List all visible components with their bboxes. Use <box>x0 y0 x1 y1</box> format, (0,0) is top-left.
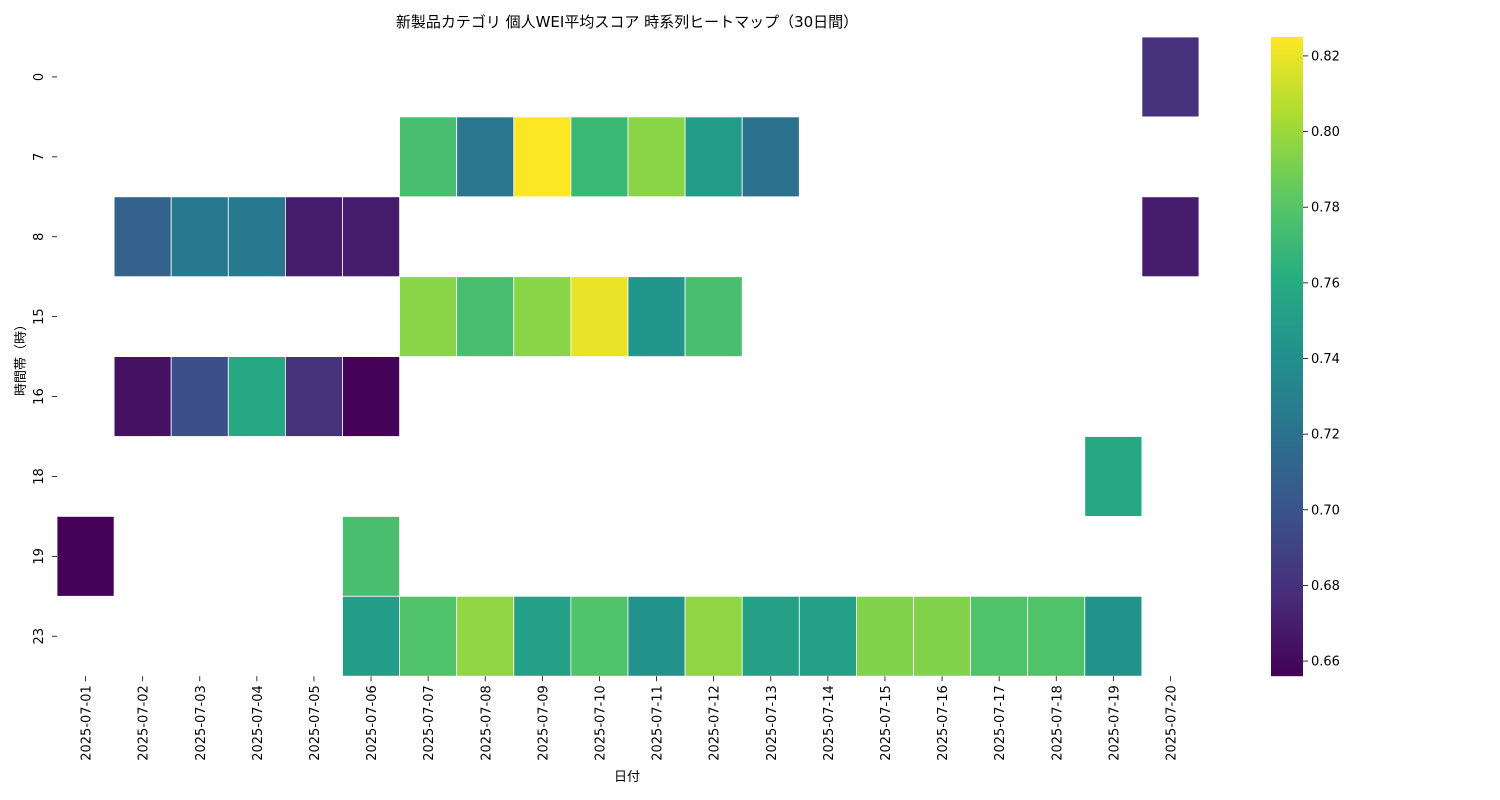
x-tick-label: 2025-07-11 <box>651 685 666 761</box>
heatmap-cell <box>342 595 400 677</box>
x-tick-label: 2025-07-02 <box>137 685 152 761</box>
heatmap-cell <box>284 196 343 278</box>
x-tick-label: 2025-07-15 <box>879 685 894 761</box>
heatmap-cell <box>284 356 343 437</box>
heatmap-cell <box>399 595 458 677</box>
heatmap-cell <box>399 116 458 198</box>
y-axis-title: 時間帯（時） <box>14 318 29 396</box>
heatmap-cell <box>227 196 286 278</box>
heatmap-cell <box>113 196 172 278</box>
y-tick-label: 16 <box>32 388 47 405</box>
x-tick-label: 2025-07-13 <box>765 685 780 761</box>
x-tick-label: 2025-07-19 <box>1107 685 1122 761</box>
x-tick-label: 2025-07-14 <box>822 685 837 761</box>
colorbar-tick-label: 0.76 <box>1311 276 1340 291</box>
heatmap-cell <box>513 116 572 198</box>
heatmap-cell <box>56 516 115 597</box>
chart-title: 新製品カテゴリ 個人WEI平均スコア 時系列ヒートマップ（30日間） <box>396 13 858 31</box>
heatmap-cell <box>456 276 515 358</box>
heatmap-cell <box>684 276 743 358</box>
heatmap-cell <box>627 116 686 198</box>
x-tick-label: 2025-07-08 <box>479 685 494 761</box>
colorbar-tick-label: 0.66 <box>1311 655 1340 670</box>
heatmap-cell <box>399 276 458 358</box>
x-tick-label: 2025-07-09 <box>536 685 551 761</box>
y-tick-label: 18 <box>32 468 47 485</box>
y-tick-label: 8 <box>32 233 47 241</box>
heatmap-cell <box>913 595 971 677</box>
x-tick-label: 2025-07-07 <box>422 685 437 761</box>
colorbar-tick-label: 0.72 <box>1311 428 1340 443</box>
colorbar-tick-label: 0.78 <box>1311 201 1340 216</box>
heatmap-cell <box>342 516 400 597</box>
heatmap-cell <box>513 276 572 358</box>
x-tick-label: 2025-07-18 <box>1050 685 1065 761</box>
colorbar-axis: 0.66 0.68 0.70 0.72 0.74 0.76 0.78 0.80 0.82 <box>1303 49 1340 670</box>
x-axis-title: 日付 <box>614 770 640 785</box>
heatmap-cell <box>798 595 857 677</box>
heatmap-cell <box>570 276 629 358</box>
heatmap-cell <box>684 116 743 198</box>
heatmap-cell <box>1141 196 1200 278</box>
heatmap-cell <box>570 116 629 198</box>
x-tick-label: 2025-07-01 <box>80 685 95 761</box>
heatmap-cell <box>170 196 229 278</box>
x-tick-label: 2025-07-17 <box>993 685 1008 761</box>
colorbar-tick-label: 0.70 <box>1311 503 1340 518</box>
y-tick-label: 23 <box>32 628 47 645</box>
colorbar-tick-label: 0.68 <box>1311 579 1340 594</box>
heatmap-cell <box>513 595 572 677</box>
heatmap-cell <box>456 595 515 677</box>
x-tick-label: 2025-07-06 <box>365 685 380 761</box>
heatmap-cell <box>1084 436 1143 517</box>
y-tick-label: 0 <box>32 73 47 81</box>
x-axis: 2025-07-01 2025-07-02 2025-07-03 2025-07-04… <box>80 676 1179 761</box>
y-tick-label: 19 <box>32 548 47 565</box>
heatmap-cell <box>741 595 800 677</box>
heatmap-cell <box>456 116 515 198</box>
heatmap-cell <box>113 356 172 437</box>
heatmap-cell <box>1141 36 1200 118</box>
heatmap-cell <box>227 356 286 437</box>
colorbar-tick-label: 0.82 <box>1311 49 1340 64</box>
heatmap-cell <box>1027 595 1086 677</box>
heatmap-cell <box>570 595 629 677</box>
heatmap-cells <box>56 36 1200 677</box>
heatmap-cell <box>970 595 1029 677</box>
heatmap-cell <box>627 595 686 677</box>
heatmap-cell <box>627 276 686 358</box>
x-tick-label: 2025-07-05 <box>308 685 323 761</box>
colorbar-tick-label: 0.80 <box>1311 125 1340 140</box>
heatmap-cell <box>1084 595 1143 677</box>
x-tick-label: 2025-07-16 <box>936 685 951 761</box>
colorbar <box>1271 37 1303 677</box>
heatmap-cell <box>170 356 229 437</box>
heatmap-cell <box>684 595 743 677</box>
x-tick-label: 2025-07-04 <box>251 685 266 761</box>
heatmap-cell <box>342 356 400 437</box>
x-tick-label: 2025-07-10 <box>593 685 608 761</box>
y-tick-label: 15 <box>32 308 47 325</box>
y-tick-label: 7 <box>32 153 47 161</box>
heatmap-cell <box>856 595 914 677</box>
colorbar-tick-label: 0.74 <box>1311 352 1340 367</box>
heatmap-cell <box>342 196 400 278</box>
x-tick-label: 2025-07-12 <box>708 685 723 761</box>
x-tick-label: 2025-07-03 <box>194 685 209 761</box>
heatmap-cell <box>741 116 800 198</box>
y-axis: 0 7 8 15 16 18 19 23 <box>32 73 57 645</box>
x-tick-label: 2025-07-20 <box>1164 685 1179 761</box>
